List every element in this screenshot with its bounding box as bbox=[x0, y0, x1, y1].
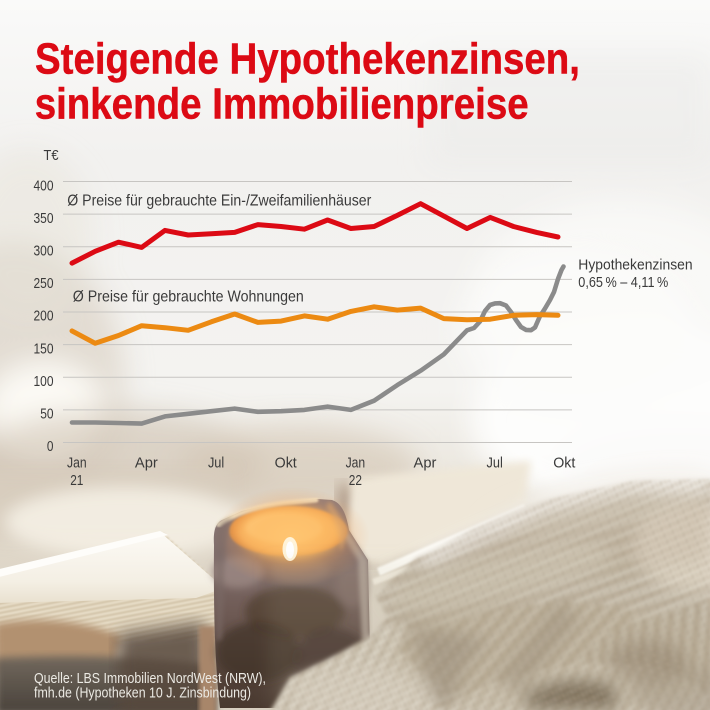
svg-text:350: 350 bbox=[34, 211, 54, 227]
svg-text:fmh.de (Hypotheken 10 J. Zinsb: fmh.de (Hypotheken 10 J. Zinsbindung) bbox=[34, 684, 251, 701]
svg-text:50: 50 bbox=[40, 407, 53, 423]
svg-text:400: 400 bbox=[34, 178, 54, 194]
svg-text:0: 0 bbox=[47, 439, 54, 455]
svg-text:250: 250 bbox=[34, 276, 54, 292]
svg-text:150: 150 bbox=[34, 341, 54, 357]
svg-text:22: 22 bbox=[349, 473, 362, 489]
svg-text:100: 100 bbox=[34, 374, 54, 390]
svg-text:Jul: Jul bbox=[208, 456, 224, 472]
svg-text:sinkende Immobilienpreise: sinkende Immobilienpreise bbox=[35, 80, 529, 129]
svg-text:0,65 % – 4,11 %: 0,65 % – 4,11 % bbox=[578, 275, 668, 291]
svg-text:T€: T€ bbox=[44, 148, 59, 164]
svg-text:Ø Preise für gebrauchte Wohnun: Ø Preise für gebrauchte Wohnungen bbox=[73, 288, 304, 305]
svg-text:Jul: Jul bbox=[487, 456, 503, 472]
svg-text:Steigende Hypothekenzinsen,: Steigende Hypothekenzinsen, bbox=[35, 35, 580, 84]
svg-text:21: 21 bbox=[70, 473, 83, 489]
svg-text:Hypothekenzinsen: Hypothekenzinsen bbox=[578, 258, 692, 274]
svg-text:Apr: Apr bbox=[414, 456, 437, 472]
svg-text:300: 300 bbox=[34, 244, 54, 260]
svg-text:Jan: Jan bbox=[346, 456, 366, 472]
svg-text:Okt: Okt bbox=[553, 456, 575, 472]
svg-text:Quelle: LBS Immobilien NordWes: Quelle: LBS Immobilien NordWest (NRW), bbox=[34, 670, 266, 687]
svg-text:200: 200 bbox=[34, 309, 54, 325]
svg-text:Jan: Jan bbox=[67, 456, 87, 472]
svg-text:Okt: Okt bbox=[275, 456, 297, 472]
svg-text:Apr: Apr bbox=[135, 456, 158, 472]
svg-text:Ø Preise für gebrauchte Ein-/Z: Ø Preise für gebrauchte Ein-/Zweifamilie… bbox=[67, 193, 372, 210]
